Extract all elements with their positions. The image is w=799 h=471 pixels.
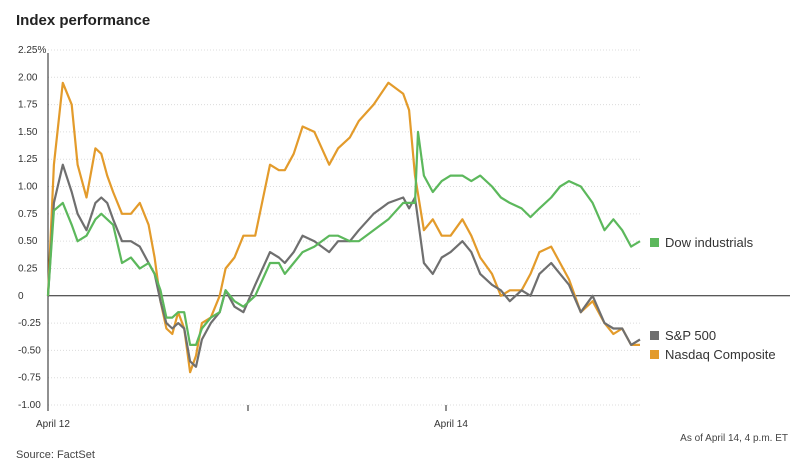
series-line-nasdaq-composite (46, 81, 640, 374)
y-tick-label: -0.75 (18, 373, 41, 384)
y-tick-label: 1.75 (18, 100, 38, 111)
series-line-s-p-500 (46, 163, 641, 368)
source-note: Source: FactSet (16, 449, 95, 461)
y-tick-label: 2.00 (18, 72, 38, 83)
y-tick-label: 2.25% (18, 45, 46, 56)
axis-layer: 2.25% 2.00 1.75 1.50 1.25 1.00 0.75 0.50 0.25 0 -0… (18, 45, 468, 430)
grid-layer (48, 49, 790, 406)
legend-label: Dow industrials (665, 235, 754, 250)
legend-swatch (650, 238, 659, 247)
legend-layer: Dow industrials S&P 500 Nasdaq Composite (650, 235, 776, 362)
chart-title: Index performance (16, 12, 151, 29)
y-tick-label: -0.50 (18, 345, 41, 356)
series-line-dow-industrials (46, 130, 641, 346)
legend-swatch (650, 331, 659, 340)
y-tick-label: 1.50 (18, 127, 38, 138)
x-tick-label: April 12 (36, 419, 70, 430)
x-tick-label: April 14 (434, 419, 468, 430)
y-tick-label: 1.00 (18, 182, 38, 193)
y-tick-label: 1.25 (18, 154, 38, 165)
legend-label: S&P 500 (665, 328, 716, 343)
y-tick-label: -1.00 (18, 400, 41, 411)
legend-swatch (650, 350, 659, 359)
y-tick-label: 0.25 (18, 263, 38, 274)
series-layer (46, 81, 641, 374)
y-tick-label: -0.25 (18, 318, 41, 329)
y-tick-label: 0.50 (18, 236, 38, 247)
y-tick-label: 0.75 (18, 209, 38, 220)
legend-label: Nasdaq Composite (665, 347, 776, 362)
timestamp-note: As of April 14, 4 p.m. ET (680, 433, 788, 444)
y-tick-label: 0 (18, 291, 24, 302)
